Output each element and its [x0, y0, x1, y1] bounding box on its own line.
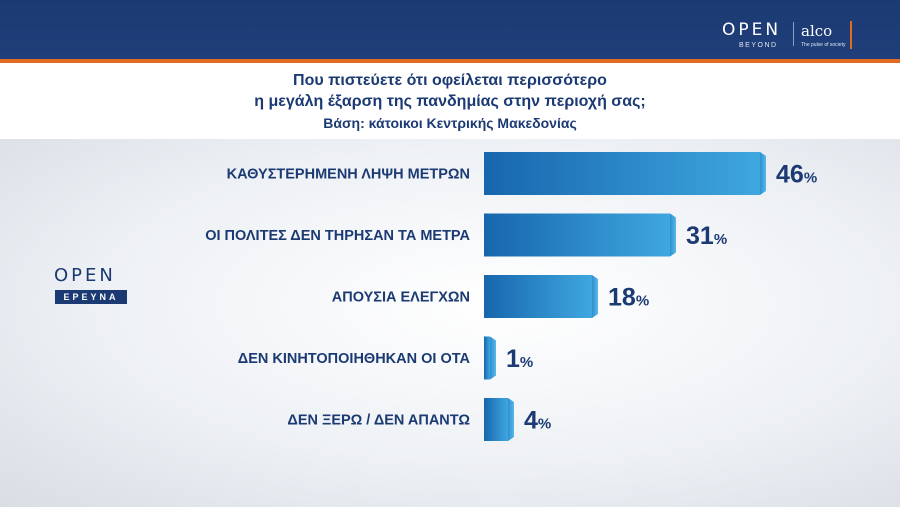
category-label-1: ΚΑΘΥΣΤΕΡΗΜΕΝΗ ΛΗΨΗ ΜΕΤΡΩΝ: [227, 167, 470, 183]
beyond-label: BEYOND: [739, 42, 778, 49]
bar-cap-3: [592, 275, 598, 318]
bar-2: [484, 213, 670, 257]
category-label-2: ΟΙ ΠΟΛΙΤΕΣ ΔΕΝ ΤΗΡΗΣΑΝ ΤΑ ΜΕΤΡΑ: [205, 228, 470, 244]
question-header: Που πιστεύετε ότι οφείλεται περισσότερο …: [0, 63, 900, 139]
side-open-logo: OPEN: [54, 265, 116, 286]
category-label-3: ΑΠΟΥΣΙΑ ΕΛΕΓΧΩΝ: [332, 290, 470, 306]
value-label-2: 31%: [686, 222, 727, 250]
bar-cap-5: [508, 398, 514, 441]
top-banner: OPEN BEYOND alco The pulse of society: [0, 0, 900, 60]
bar-chart: ΚΑΘΥΣΤΕΡΗΜΕΝΗ ΛΗΨΗ ΜΕΤΡΩΝ 46% ΟΙ ΠΟΛΙΤΕΣ Δ…: [205, 152, 817, 441]
alco-tagline: The pulse of society: [801, 42, 846, 48]
bar-group-1: ΚΑΘΥΣΤΕΡΗΜΕΝΗ ΛΗΨΗ ΜΕΤΡΩΝ 46%: [227, 152, 817, 195]
category-label-5: ΔΕΝ ΞΕΡΩ / ΔΕΝ ΑΠΑΝΤΩ: [287, 413, 470, 429]
bar-3: [484, 275, 592, 318]
chart-title-line-1: Που πιστεύετε ότι οφείλεται περισσότερο: [293, 72, 607, 89]
chart-area: ΚΑΘΥΣΤΕΡΗΜΕΝΗ ΛΗΨΗ ΜΕΤΡΩΝ 46% ΟΙ ΠΟΛΙΤΕΣ Δ…: [0, 139, 900, 507]
side-erevna-badge: ΕΡΕΥΝΑ: [55, 290, 127, 304]
value-label-1: 46%: [776, 161, 817, 189]
bar-1: [484, 152, 760, 195]
open-beyond-logo: OPEN: [722, 20, 782, 40]
bar-group-3: ΑΠΟΥΣΙΑ ΕΛΕΓΧΩΝ 18%: [332, 275, 649, 318]
bar-group-2: ΟΙ ΠΟΛΙΤΕΣ ΔΕΝ ΤΗΡΗΣΑΝ ΤΑ ΜΕΤΡΑ 31%: [205, 213, 727, 257]
banner-accent-stripe: [0, 59, 900, 63]
bar-cap-4: [490, 336, 496, 380]
category-label-4: ΔΕΝ ΚΙΝΗΤΟΠΟΙΗΘΗΚΑΝ ΟΙ ΟΤΑ: [238, 351, 471, 367]
chart-subtitle: Βάση: κάτοικοι Κεντρικής Μακεδονίας: [323, 115, 577, 131]
bar-group-4: ΔΕΝ ΚΙΝΗΤΟΠΟΙΗΘΗΚΑΝ ΟΙ ΟΤΑ 1%: [238, 336, 533, 380]
bar-group-5: ΔΕΝ ΞΕΡΩ / ΔΕΝ ΑΠΑΝΤΩ 4%: [287, 398, 551, 441]
value-label-3: 18%: [608, 284, 649, 312]
logo-divider: [793, 22, 794, 46]
bar-5: [484, 398, 508, 441]
bar-4: [484, 336, 490, 380]
bar-cap-1: [760, 152, 766, 195]
chart-title-line-2: η μεγάλη έξαρση της πανδημίας στην περιο…: [254, 93, 646, 110]
bar-cap-2: [670, 213, 676, 257]
alco-accent-bar: [850, 21, 852, 49]
value-label-4: 1%: [506, 345, 533, 373]
value-label-5: 4%: [524, 407, 551, 435]
alco-logo: alco: [801, 22, 833, 40]
